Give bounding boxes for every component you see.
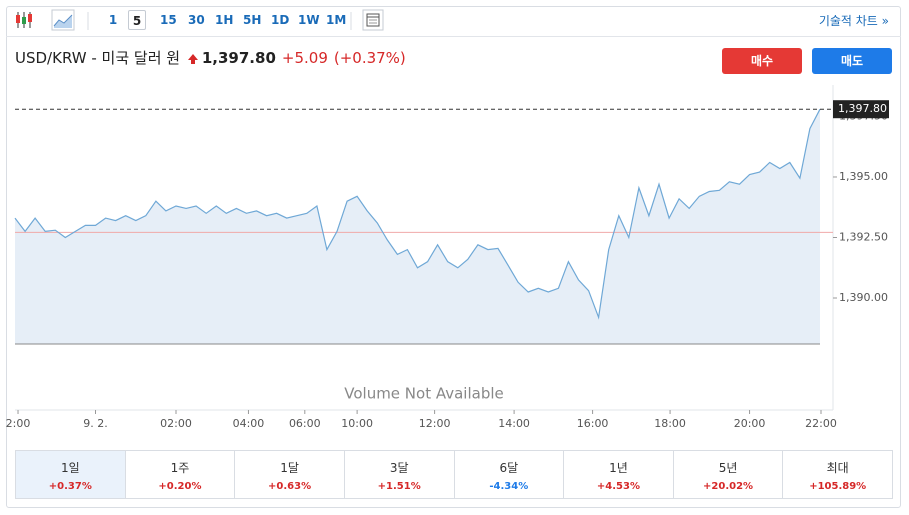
period-cell[interactable]: 1년 +4.53% — [563, 451, 673, 498]
last-price-tag — [833, 100, 889, 119]
period-label: 최대 — [826, 461, 849, 475]
period-cell[interactable]: 1달 +0.63% — [234, 451, 344, 498]
period-cell[interactable]: 1일 +0.37% — [16, 451, 125, 498]
period-change: +4.53% — [596, 481, 640, 492]
technical-chart-link[interactable]: 기술적 차트 » — [818, 14, 889, 28]
x-tick-label: 20:00 — [734, 417, 766, 430]
widget-frame — [6, 6, 901, 508]
y-tick-label: 1,392.50 — [839, 230, 888, 243]
x-tick-label: 16:00 — [577, 417, 609, 430]
area-icon[interactable] — [51, 9, 75, 31]
period-label: 1년 — [609, 461, 628, 475]
candle-icon[interactable] — [16, 12, 32, 28]
price: 1,397.80 — [201, 49, 276, 67]
quote-header: USD/KRW - 미국 달러 원 1,397.80 +5.09 (+0.37%) — [15, 47, 406, 68]
toolbar: 기술적 차트 » 1 5 15 30 1H 5H 1D 1W 1M — [6, 6, 901, 37]
period-change: +105.89% — [809, 481, 867, 492]
period-change: +0.37% — [48, 481, 92, 492]
up-arrow — [187, 54, 198, 64]
period-label: 1주 — [170, 461, 190, 475]
interval-button[interactable]: 15 — [160, 13, 177, 27]
interval-button[interactable]: 1W — [298, 13, 320, 27]
toolbar-icons — [16, 9, 384, 31]
chart: 1,390.001,392.501,395.001,397.502:009. 2… — [6, 85, 889, 430]
period-change: +20.02% — [703, 481, 754, 492]
period-label: 1달 — [280, 461, 299, 475]
x-tick-label: 06:00 — [289, 417, 321, 430]
volume-note: Volume Not Available — [344, 385, 504, 403]
x-tick-label: 14:00 — [498, 417, 530, 430]
period-cell[interactable]: 1주 +0.20% — [124, 451, 235, 498]
sell-button[interactable]: 매도 — [812, 48, 892, 74]
y-tick-label: 1,395.00 — [839, 170, 888, 183]
period-cell[interactable]: 6달 -4.34% — [453, 451, 564, 498]
pair-name: USD/KRW - 미국 달러 원 — [15, 49, 181, 67]
period-cell[interactable]: 최대 +105.89% — [782, 451, 892, 498]
y-tick-label: 1,390.00 — [839, 291, 888, 304]
period-label: 5년 — [718, 461, 738, 475]
period-change: +0.63% — [268, 481, 312, 492]
period-change: -4.34% — [489, 481, 529, 492]
buy-button[interactable]: 매수 — [722, 48, 802, 74]
price-line — [14, 108, 821, 320]
period-label: 6달 — [499, 461, 519, 475]
calendar-icon[interactable] — [362, 9, 384, 31]
x-tick-label: 10:00 — [341, 417, 373, 430]
period-cell[interactable]: 5년 +20.02% — [672, 451, 783, 498]
x-tick-label: 22:00 — [805, 417, 837, 430]
area — [15, 109, 820, 344]
interval-button[interactable]: 5H — [243, 13, 262, 27]
period-label: 3달 — [389, 461, 409, 475]
x-tick-label: 02:00 — [160, 417, 192, 430]
period-change: +0.20% — [158, 481, 202, 492]
x-tick-label: 12:00 — [419, 417, 451, 430]
x-tick-label: 2:00 — [6, 417, 31, 430]
interval-button[interactable]: 1D — [271, 13, 290, 27]
period-change: +1.51% — [377, 481, 421, 492]
period-label: 1일 — [60, 461, 80, 475]
x-tick-label: 18:00 — [654, 417, 686, 430]
interval-button[interactable]: 1H — [215, 13, 234, 27]
x-tick-label: 04:00 — [233, 417, 265, 430]
change-pct: (+0.37%) — [333, 49, 406, 67]
period-cell[interactable]: 3달 +1.51% — [343, 451, 454, 498]
period-table: 1일 +0.37% 1주 +0.20% 1달 +0.63% 3달 +1.51% 6달 -4.34%… — [15, 450, 893, 499]
last-price-label: 1,397.80 — [838, 102, 887, 115]
interval-button[interactable]: 5 — [128, 10, 146, 30]
x-tick-label: 9. 2. — [83, 417, 108, 430]
interval-button[interactable]: 30 — [188, 13, 205, 27]
interval-button[interactable]: 1 — [108, 13, 118, 27]
change: +5.09 — [281, 49, 328, 67]
interval-button[interactable]: 1M — [326, 13, 347, 27]
